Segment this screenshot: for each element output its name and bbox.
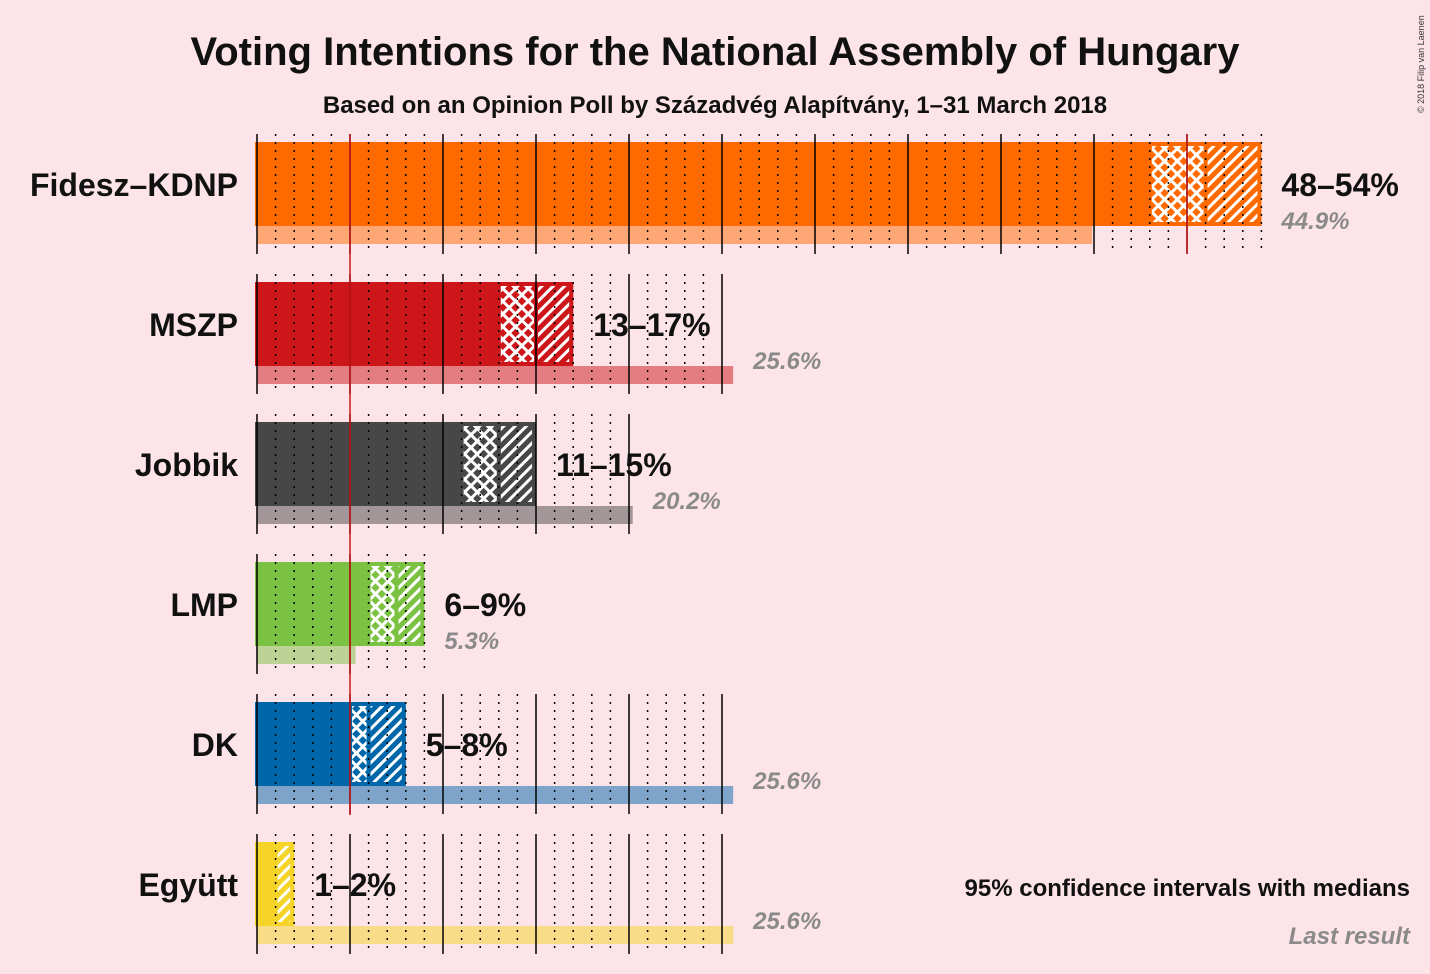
party-label: Jobbik bbox=[135, 447, 238, 483]
last-result-label: 25.6% bbox=[752, 908, 821, 935]
bar-solid bbox=[255, 142, 1150, 226]
last-result-bar bbox=[257, 506, 633, 524]
last-result-bar bbox=[257, 786, 734, 804]
ci-lower-hatch bbox=[368, 562, 397, 646]
last-result-label: 25.6% bbox=[752, 348, 821, 375]
party-label: Fidesz–KDNP bbox=[30, 167, 238, 203]
party-label: LMP bbox=[170, 587, 238, 623]
last-result-bar bbox=[257, 926, 734, 944]
legend-ci: 95% confidence intervals with medians bbox=[965, 875, 1410, 902]
range-label: 11–15% bbox=[556, 447, 672, 483]
chart-title: Voting Intentions for the National Assem… bbox=[191, 30, 1241, 74]
ci-upper-hatch bbox=[396, 562, 425, 646]
bar-solid bbox=[255, 562, 369, 646]
range-label: 48–54% bbox=[1281, 167, 1398, 203]
range-label: 6–9% bbox=[444, 587, 526, 623]
range-label: 1–2% bbox=[314, 867, 396, 903]
chart-subtitle: Based on an Opinion Poll by Századvég Al… bbox=[323, 92, 1107, 119]
last-result-label: 20.2% bbox=[652, 488, 721, 515]
party-label: DK bbox=[192, 727, 238, 763]
last-result-bar bbox=[257, 366, 734, 384]
bar-solid bbox=[255, 702, 350, 786]
last-result-label: 25.6% bbox=[752, 768, 821, 795]
party-label: Együtt bbox=[138, 867, 238, 903]
legend-last: Last result bbox=[1289, 923, 1411, 950]
last-result-bar bbox=[257, 226, 1093, 244]
range-label: 5–8% bbox=[426, 727, 508, 763]
ci-lower-hatch bbox=[350, 702, 369, 786]
copyright: © 2018 Filip van Laenen bbox=[1416, 15, 1426, 113]
ci-upper-hatch bbox=[1205, 142, 1262, 226]
range-label: 13–17% bbox=[593, 307, 710, 343]
last-result-label: 5.3% bbox=[444, 628, 499, 655]
bar-solid bbox=[255, 842, 276, 926]
party-label: MSZP bbox=[149, 307, 238, 343]
bar-solid bbox=[255, 422, 462, 506]
ci-lower-hatch bbox=[1149, 142, 1206, 226]
bar-solid bbox=[255, 282, 499, 366]
last-result-bar bbox=[257, 646, 356, 664]
ci-upper-hatch bbox=[275, 842, 295, 926]
last-result-label: 44.9% bbox=[1280, 208, 1349, 235]
